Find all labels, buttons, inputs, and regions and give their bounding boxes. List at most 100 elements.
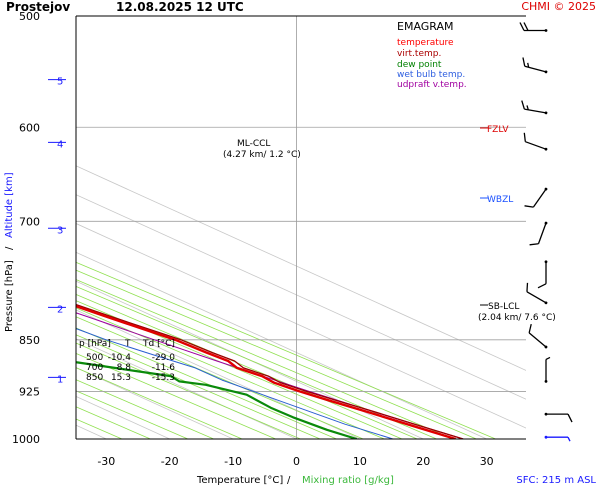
mixing-ratio-line xyxy=(76,307,385,439)
ml-ccl-label: ML-CCL (4.27 km/ 1.2 °C) xyxy=(223,139,301,160)
table-header-t: T xyxy=(124,339,131,349)
wind-barb xyxy=(544,356,551,383)
wind-barb-column xyxy=(519,22,573,442)
temperature-tick-label: 10 xyxy=(353,455,367,468)
dry-adiabat-line xyxy=(76,223,526,429)
table-cell: -10.4 xyxy=(108,353,132,363)
y-axis-title: Pressure [hPa] / Altitude [km] xyxy=(4,172,15,332)
table-cell: -15.3 xyxy=(152,373,175,383)
table-cell: 500 xyxy=(86,353,103,363)
mixing-ratio-line xyxy=(76,285,437,439)
wind-barb xyxy=(522,57,548,74)
altitude-tick-label: 5 xyxy=(57,77,63,88)
mixing-ratio-line xyxy=(76,327,337,439)
pressure-tick-label: 500 xyxy=(19,10,40,23)
svg-text:/: / xyxy=(287,475,291,486)
series-layer xyxy=(76,303,464,439)
dry-adiabat-line xyxy=(76,251,487,439)
svg-text:/: / xyxy=(4,246,15,250)
dry-adiabat-line xyxy=(76,338,297,439)
mixing-ratio-line xyxy=(76,353,276,439)
pressure-tick-label: 600 xyxy=(19,121,40,134)
altitude-tick-label: 1 xyxy=(57,374,63,385)
svg-text:(2.04 km/ 7.6 °C): (2.04 km/ 7.6 °C) xyxy=(478,313,556,323)
wind-barb xyxy=(544,435,571,442)
mixing-ratio-line xyxy=(76,269,477,439)
wind-barb xyxy=(528,324,548,349)
fzlv-marker: FZLV xyxy=(480,125,509,135)
temperature-tick-label: 30 xyxy=(480,455,494,468)
wind-barb xyxy=(523,132,548,151)
value-table: p [hPa] T Td [°C] 500 -10.4 -29.0 700 8.… xyxy=(79,339,175,383)
legend-wet-bulb: wet bulb temp. xyxy=(397,70,465,80)
xlabel-temperature: Temperature [°C] xyxy=(196,475,283,486)
dry-adiabat-line xyxy=(76,194,526,400)
wet-bulb-series-line xyxy=(76,328,394,439)
altitude-tick-label: 2 xyxy=(57,304,63,315)
svg-text:FZLV: FZLV xyxy=(487,125,509,135)
mixing-ratio-line xyxy=(76,342,301,439)
wind-barb xyxy=(521,100,548,115)
legend-updraft: udpraft v.temp. xyxy=(397,80,467,90)
pressure-tick-label: 1000 xyxy=(12,433,40,446)
wind-barb xyxy=(529,221,548,246)
temperature-tick-label: 20 xyxy=(416,455,430,468)
table-cell: -29.0 xyxy=(152,353,176,363)
mixing-ratio-line xyxy=(76,334,321,439)
label-layer: 0.40.611.4234568101214172025305006007008… xyxy=(12,10,526,468)
mixing-ratio-line xyxy=(76,367,243,439)
svg-text:(4.27 km/ 1.2 °C): (4.27 km/ 1.2 °C) xyxy=(223,150,301,160)
altitude-tick-label: 4 xyxy=(57,139,63,150)
table-header-td: Td [°C] xyxy=(142,339,175,349)
mixing-ratio-line xyxy=(76,261,496,439)
xlabel-mixing-ratio: Mixing ratio [g/kg] xyxy=(302,475,394,486)
wind-barb xyxy=(537,260,548,289)
station-title: Prostejov xyxy=(6,0,70,14)
sb-lcl-marker: SB-LCL (2.04 km/ 7.6 °C) xyxy=(478,302,556,323)
legend-box: EMAGRAM temperature virt.temp. dew point… xyxy=(392,18,472,90)
pressure-tick-label: 700 xyxy=(19,215,40,228)
ylabel-altitude: Altitude [km] xyxy=(4,172,15,238)
pressure-tick-label: 850 xyxy=(19,334,40,347)
altitude-tick-label: 3 xyxy=(57,225,63,236)
mixing-ratio-line xyxy=(76,279,454,439)
table-cell: 700 xyxy=(86,363,103,373)
svg-text:ML-CCL: ML-CCL xyxy=(237,139,270,149)
virt-temp-series-line xyxy=(76,303,464,439)
wbzl-marker: WBZL xyxy=(480,195,513,205)
legend-temperature: temperature xyxy=(397,38,454,48)
x-axis-title: Temperature [°C] / Mixing ratio [g/kg] xyxy=(196,475,394,486)
wind-barb xyxy=(526,282,548,305)
legend-title: EMAGRAM xyxy=(397,20,454,33)
svg-text:WBZL: WBZL xyxy=(487,195,513,205)
table-header-p: p [hPa] xyxy=(79,339,111,349)
wind-barb xyxy=(519,22,548,32)
sfc-label: SFC: 215 m ASL xyxy=(516,475,596,486)
table-cell: 15.3 xyxy=(111,373,131,383)
svg-text:SB-LCL: SB-LCL xyxy=(488,302,519,312)
dry-adiabat-line xyxy=(76,280,424,439)
updraft-series-line xyxy=(76,312,464,439)
temperature-series-line xyxy=(76,305,456,439)
temperature-tick-label: 0 xyxy=(293,455,300,468)
pressure-tick-label: 925 xyxy=(19,385,40,398)
dew-point-series-line xyxy=(76,361,358,439)
dry-adiabat-line xyxy=(76,165,526,371)
legend-virt-temp: virt.temp. xyxy=(397,49,441,59)
dry-adiabat-line xyxy=(76,309,361,439)
temperature-tick-label: -20 xyxy=(161,455,179,468)
temperature-tick-label: -10 xyxy=(224,455,242,468)
wind-barb xyxy=(524,187,548,208)
datetime-title: 12.08.2025 12 UTC xyxy=(116,0,244,14)
legend-dew-point: dew point xyxy=(397,60,442,70)
table-cell: 8.8 xyxy=(117,363,132,373)
table-cell: 850 xyxy=(86,373,103,383)
mixing-ratio-line xyxy=(76,293,418,439)
temperature-tick-label: -30 xyxy=(97,455,115,468)
wind-barb xyxy=(544,412,573,423)
copyright-label: CHMI © 2025 xyxy=(521,0,596,13)
table-cell: -11.6 xyxy=(152,363,176,373)
ylabel-pressure: Pressure [hPa] xyxy=(4,260,15,332)
